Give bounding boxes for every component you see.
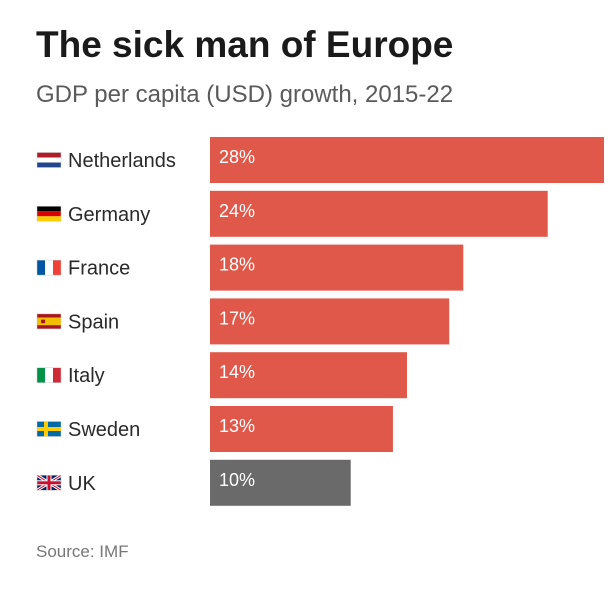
germany-flag-icon bbox=[36, 206, 62, 222]
bar-value-label: 10% bbox=[219, 470, 255, 490]
bar-row: Spain 17% bbox=[36, 298, 450, 345]
category-label: Netherlands bbox=[68, 150, 176, 172]
bar-value-label: 13% bbox=[219, 416, 255, 436]
category-label: Italy bbox=[68, 365, 105, 387]
bar-value-label: 28% bbox=[219, 147, 255, 167]
bar-value-label: 17% bbox=[219, 308, 255, 328]
bar bbox=[210, 298, 450, 345]
source-note: Source: IMF bbox=[36, 542, 129, 561]
bar-value-label: 14% bbox=[219, 362, 255, 382]
chart-title: The sick man of Europe bbox=[36, 24, 453, 65]
category-label: France bbox=[68, 258, 130, 280]
category-label: UK bbox=[68, 473, 96, 495]
bar-row: France 18% bbox=[36, 244, 464, 291]
bar-value-label: 24% bbox=[219, 201, 255, 221]
bar bbox=[210, 406, 393, 452]
bar bbox=[210, 137, 604, 183]
bar-row: Germany 24% bbox=[36, 190, 548, 237]
bar-row: Netherlands 28% bbox=[36, 137, 604, 183]
bar-row: UK 10% bbox=[36, 459, 351, 506]
sweden-flag-icon bbox=[36, 421, 62, 437]
bar-row: Italy 14% bbox=[36, 352, 407, 399]
bar bbox=[210, 190, 548, 237]
france-flag-icon bbox=[36, 259, 62, 276]
spain-flag-icon bbox=[36, 313, 62, 330]
chart-subtitle: GDP per capita (USD) growth, 2015-22 bbox=[36, 81, 453, 108]
italy-flag-icon bbox=[36, 367, 62, 383]
uk-flag-icon bbox=[36, 474, 62, 492]
bar-value-label: 18% bbox=[219, 255, 255, 275]
bar bbox=[210, 244, 464, 291]
category-label: Germany bbox=[68, 204, 150, 226]
bar bbox=[210, 459, 351, 506]
bar bbox=[210, 352, 407, 399]
category-label: Sweden bbox=[68, 419, 140, 441]
bar-rows: Netherlands 28% Germany 24% France 18% Spain 17… bbox=[36, 137, 604, 506]
category-label: Spain bbox=[68, 311, 119, 333]
bar-row: Sweden 13% bbox=[36, 406, 393, 452]
netherlands-flag-icon bbox=[36, 152, 62, 168]
